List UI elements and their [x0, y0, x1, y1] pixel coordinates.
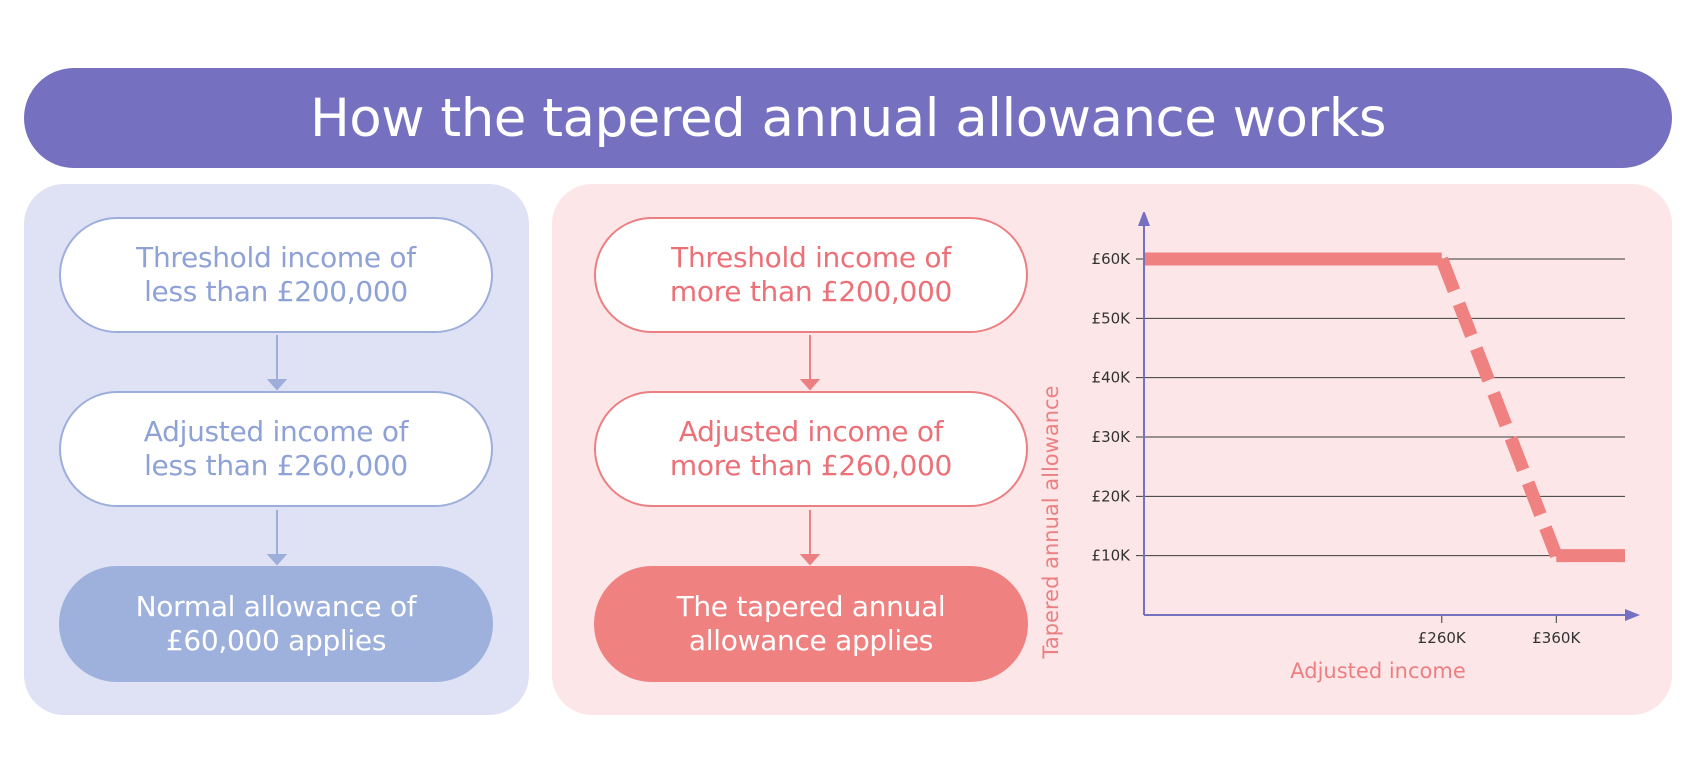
adjusted-above-box: Adjusted income of more than £260,000 — [594, 391, 1028, 507]
x-axis-arrowhead — [1625, 609, 1640, 621]
normal-allowance-result: Normal allowance of £60,000 applies — [59, 566, 493, 682]
x-tick-label-260000: £260K — [1418, 629, 1467, 647]
line-taper-segment — [1435, 256, 1563, 559]
x-axis-label: Adjusted income — [1290, 659, 1466, 683]
chart-axes — [1138, 212, 1640, 621]
threshold-above-box: Threshold income of more than £200,000 — [594, 217, 1028, 333]
chart-allowance-line — [1144, 252, 1625, 563]
title-banner: How the tapered annual allowance works — [24, 68, 1672, 168]
y-tick-label-10000: £10K — [1092, 547, 1132, 565]
chart-x-ticks: £260K £360K — [1418, 615, 1581, 647]
threshold-below-box: Threshold income of less than £200,000 — [59, 217, 493, 333]
y-tick-label-30000: £30K — [1092, 428, 1132, 446]
y-tick-label-20000: £20K — [1092, 487, 1132, 505]
tapered-allowance-chart: £60K £50K £40K £30K £20K £10K £260K £360K Tape… — [1040, 212, 1640, 683]
adjusted-below-box: Adjusted income of less than £260,000 — [59, 391, 493, 507]
y-tick-label-40000: £40K — [1092, 369, 1132, 387]
x-tick-label-360000: £360K — [1532, 629, 1581, 647]
y-tick-label-60000: £60K — [1092, 250, 1132, 268]
y-axis-label: Tapered annual allowance — [1040, 386, 1063, 660]
tapered-allowance-result: The tapered annual allowance applies — [594, 566, 1028, 682]
y-axis-arrowhead — [1138, 212, 1150, 226]
page-title: How the tapered annual allowance works — [309, 87, 1387, 149]
chart-y-ticks: £60K £50K £40K £30K £20K £10K — [1092, 250, 1132, 565]
chart-gridlines — [1136, 258, 1625, 557]
y-tick-label-50000: £50K — [1092, 309, 1132, 327]
